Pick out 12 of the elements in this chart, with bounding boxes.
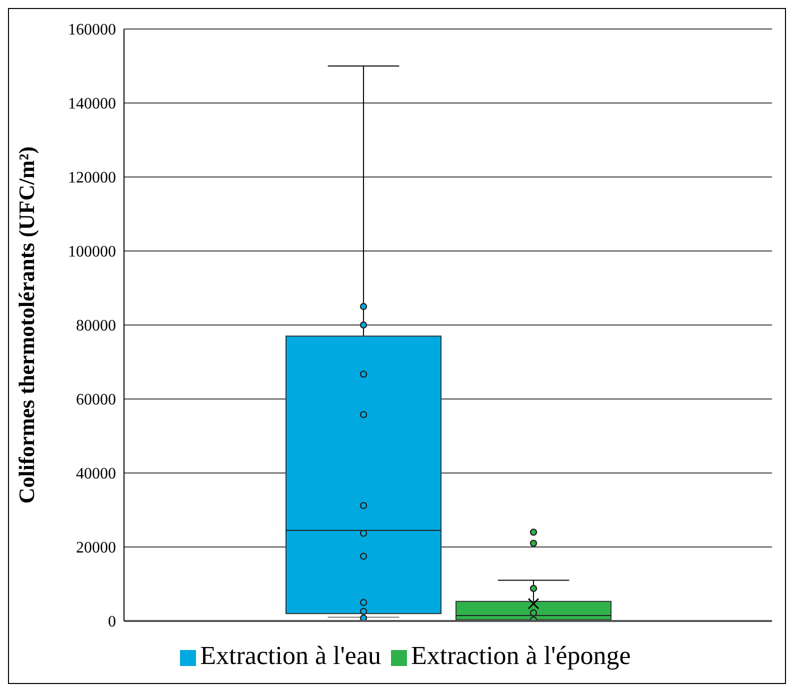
y-tick-label: 160000 xyxy=(68,22,116,39)
y-axis-title: Coliformes thermotolérants (UFC/m²) xyxy=(14,146,39,504)
legend-label: Extraction à l'eau xyxy=(200,641,381,670)
y-tick-label: 80000 xyxy=(76,318,116,335)
y-tick-label: 60000 xyxy=(76,392,116,409)
y-tick-label: 40000 xyxy=(76,466,116,483)
y-tick-label: 100000 xyxy=(68,244,116,261)
y-tick-label: 120000 xyxy=(68,170,116,187)
legend-label: Extraction à l'éponge xyxy=(411,641,631,670)
y-tick-label: 140000 xyxy=(68,96,116,113)
y-tick-label: 20000 xyxy=(76,540,116,557)
y-tick-label: 0 xyxy=(108,614,116,631)
